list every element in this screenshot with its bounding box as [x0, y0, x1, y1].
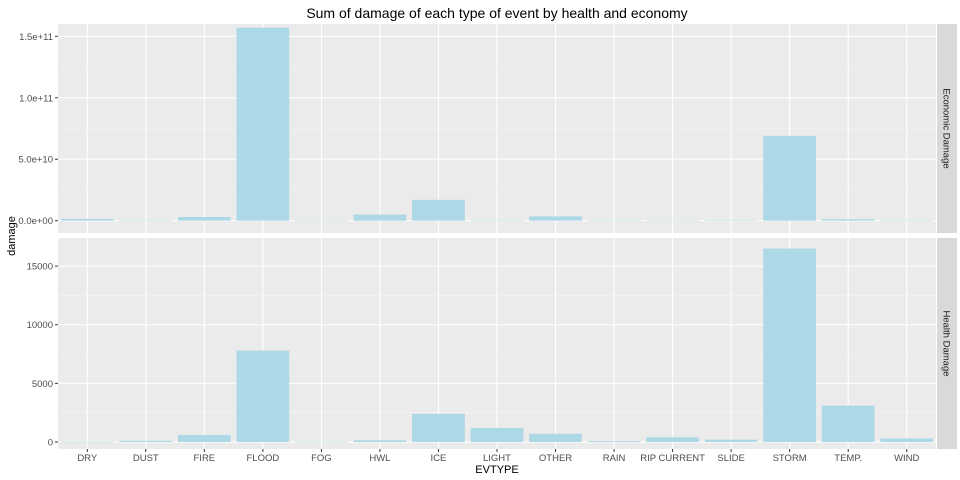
bar-dust — [119, 220, 173, 222]
bar-other — [529, 216, 582, 221]
x-tick-label: SLIDE — [717, 453, 744, 464]
bar-fire — [177, 434, 231, 442]
bar-temp — [821, 405, 875, 442]
x-tick-label: RIP CURRENT — [640, 453, 705, 464]
bar-ice — [412, 199, 465, 221]
bar-slide — [704, 439, 758, 442]
facet-panel: 0.0e+00 5.0e+10 1.0e+11 1.5e+11 Economic Dam… — [18, 24, 957, 233]
x-tick-label: DUST — [133, 453, 159, 464]
x-tick-label: FIRE — [194, 453, 216, 464]
bar-hwl — [353, 440, 407, 442]
x-tick-label: HWL — [369, 453, 390, 464]
facet-strip-label: Economic Damage — [941, 88, 952, 168]
bar-rain — [587, 220, 641, 222]
facet-panels: 0.0e+00 5.0e+10 1.0e+11 1.5e+11 Economic Dam… — [18, 24, 957, 464]
y-tick-label: 1.0e+11 — [19, 93, 53, 104]
y-tick-label: 5000 — [32, 379, 53, 390]
bar-flood — [236, 27, 290, 221]
bar-slide — [704, 220, 758, 221]
bar-dust — [119, 440, 173, 442]
facet-strip — [937, 238, 957, 449]
y-tick-label: 10000 — [27, 320, 53, 331]
bar-storm — [763, 248, 817, 442]
y-tick-label: 5.0e+10 — [18, 155, 53, 166]
bar-other — [529, 433, 582, 442]
facet-strip — [937, 24, 957, 233]
bar-rain — [587, 441, 641, 442]
bar-hwl — [353, 214, 407, 221]
y-axis-title: damage — [6, 216, 18, 256]
x-tick-label: OTHER — [539, 453, 572, 464]
y-tick-label: 1.5e+11 — [19, 32, 53, 43]
x-tick-label: LIGHT — [483, 453, 511, 464]
bar-flood — [236, 350, 290, 442]
facet-strip-label: Health Damage — [941, 310, 952, 376]
facet-panel: 0 5000 10000 15000 Health Damage — [27, 238, 957, 449]
y-tick-label: 0.0e+00 — [18, 216, 53, 227]
x-tick-label: FOG — [311, 453, 332, 464]
bar-wind — [880, 438, 934, 442]
bar-fire — [177, 217, 231, 221]
bar-light — [470, 220, 524, 222]
bar-dry — [60, 441, 114, 443]
bar-dry — [60, 218, 114, 221]
bar-rip-current — [646, 437, 699, 442]
bar-storm — [763, 135, 817, 221]
bar-fog — [295, 441, 348, 443]
chart-title: Sum of damage of each type of event by h… — [306, 5, 687, 21]
x-tick-label: WIND — [894, 453, 919, 464]
bar-temp — [821, 219, 875, 221]
bar-ice — [412, 413, 465, 442]
x-tick-label: TEMP. — [834, 453, 862, 464]
y-tick-label: 0 — [48, 437, 53, 448]
bar-wind — [880, 220, 934, 222]
x-tick-label: RAIN — [603, 453, 626, 464]
x-axis-title: EVTYPE — [475, 464, 518, 476]
y-tick-label: 15000 — [27, 262, 53, 273]
bar-fog — [295, 220, 348, 222]
x-tick-label: ICE — [431, 453, 447, 464]
x-tick-label: FLOOD — [246, 453, 279, 464]
bar-rip-current — [646, 220, 699, 222]
bar-light — [470, 427, 524, 442]
x-tick-label: STORM — [773, 453, 807, 464]
x-tick-label: DRY — [77, 453, 98, 464]
